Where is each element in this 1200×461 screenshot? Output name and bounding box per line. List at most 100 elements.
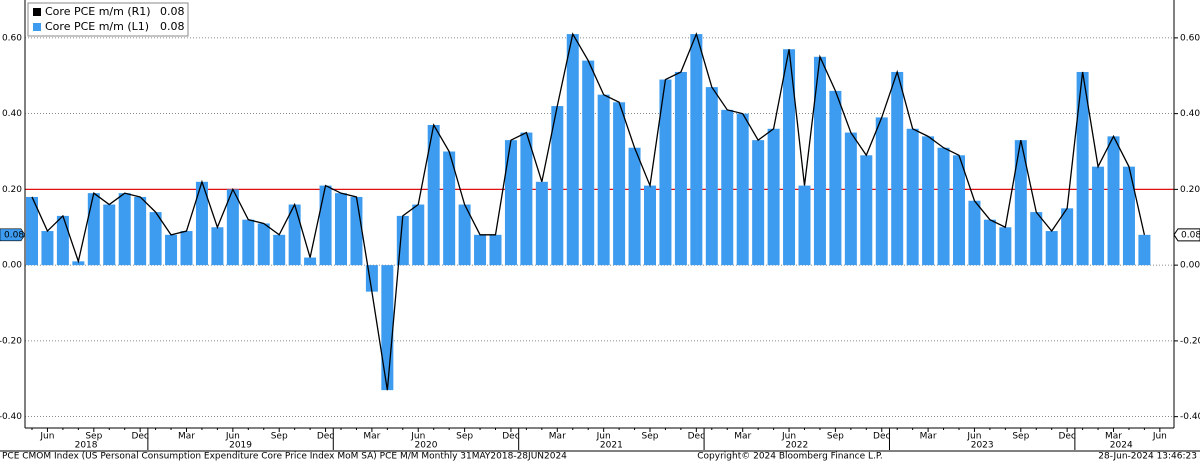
year-label: 2020 (415, 441, 438, 451)
line (31, 32, 1146, 391)
bar (1122, 166, 1135, 266)
bar (891, 71, 904, 266)
x-tick-label: Mar (1105, 432, 1122, 442)
last-value-badge (1173, 228, 1200, 242)
legend-label: Core PCE m/m (L1) (45, 20, 149, 33)
x-tick-label: Mar (920, 432, 937, 442)
legend-label: Core PCE m/m (R1) (45, 5, 151, 18)
bar (597, 94, 610, 266)
bar (983, 219, 996, 266)
bar (999, 227, 1012, 266)
bar (180, 231, 193, 266)
bar (474, 234, 487, 266)
y-tick-label: 0.60 (2, 33, 22, 43)
bar (1107, 136, 1120, 266)
legend-value: 0.08 (160, 20, 185, 33)
bar (350, 196, 363, 266)
bar (288, 204, 301, 266)
bar (937, 147, 950, 266)
legend: Core PCE m/m (R1) 0.08 Core PCE m/m (L1) 0.… (27, 2, 189, 37)
x-tick-label: Mar (549, 432, 566, 442)
x-tick-label: Jun (966, 432, 981, 442)
bar (551, 106, 564, 266)
x-tick-label: Dec (873, 432, 890, 442)
bar (520, 132, 533, 266)
x-tick-label: Mar (363, 432, 380, 442)
x-tick-label: Dec (1058, 432, 1075, 442)
bar (798, 185, 811, 266)
bar (118, 193, 131, 266)
bar (721, 109, 734, 266)
x-tick-label: Dec (317, 432, 334, 442)
bar (566, 34, 579, 266)
bar (1045, 231, 1058, 266)
year-label: 2022 (785, 441, 808, 451)
year-label: 2019 (229, 441, 252, 451)
bar (443, 151, 456, 266)
footer-copyright: Copyright© 2024 Bloomberg Finance L.P. (697, 452, 882, 461)
bar (149, 212, 162, 266)
bar (860, 155, 873, 266)
bar (242, 219, 255, 266)
x-tick-label: Dec (131, 432, 148, 442)
bar (644, 185, 656, 266)
x-tick-label: Sep (642, 432, 659, 442)
year-label: 2024 (1110, 441, 1133, 451)
y2-tick-label: -0.20 (1180, 336, 1200, 346)
footer-timestamp: 28-Jun-2024 13:46:23 (1098, 452, 1197, 461)
bar (1014, 140, 1027, 266)
bar (165, 234, 178, 266)
bar (705, 87, 718, 266)
y2-tick-label: 0.00 (1180, 261, 1200, 271)
bar (504, 140, 517, 266)
y2-tick-label: 0.60 (1180, 33, 1200, 43)
x-tick-label: Sep (1012, 432, 1029, 442)
bar (752, 140, 765, 266)
bar (319, 185, 332, 266)
bar (87, 193, 100, 266)
legend-swatch (33, 8, 41, 16)
last-value-badge (0, 228, 26, 242)
x-tick-label: Sep (827, 432, 844, 442)
bar (381, 265, 394, 391)
y2-tick-label: -0.40 (1180, 412, 1200, 422)
bar (489, 234, 502, 266)
bar (875, 117, 888, 266)
x-tick-label: Sep (271, 432, 288, 442)
bar (582, 60, 595, 266)
bar (829, 90, 842, 266)
bar (613, 102, 626, 266)
year-label: 2023 (971, 441, 994, 451)
x-tick-label: Dec (688, 432, 705, 442)
bar (922, 136, 935, 266)
bar (1076, 71, 1089, 266)
x-tick-label: Jun (1152, 432, 1167, 442)
bar (412, 204, 425, 266)
bar (26, 196, 38, 266)
y-tick-label: 0.40 (2, 109, 22, 119)
bar (659, 79, 672, 266)
bar (844, 132, 857, 266)
x-tick-label: Jun (410, 432, 425, 442)
bar (134, 196, 147, 266)
x-tick-label: Jun (596, 432, 611, 442)
legend-swatch (33, 23, 41, 31)
last-value-label: 0.08 (1181, 230, 1200, 240)
bar (783, 49, 796, 266)
bar (968, 200, 981, 266)
legend-box (27, 2, 189, 37)
y2-tick-label: 0.40 (1180, 109, 1200, 119)
footer-source: PCE CMOM Index (US Personal Consumption … (2, 452, 567, 461)
bar (195, 181, 208, 266)
y-tick-label: -0.20 (0, 336, 22, 346)
bar (953, 155, 965, 266)
x-tick-label: Jun (781, 432, 796, 442)
bar (103, 204, 116, 266)
last-value-label: 0.08 (4, 230, 24, 240)
bar (226, 189, 239, 266)
bar (1030, 212, 1043, 266)
x-tick-label: Sep (85, 432, 102, 442)
bar (535, 181, 548, 266)
